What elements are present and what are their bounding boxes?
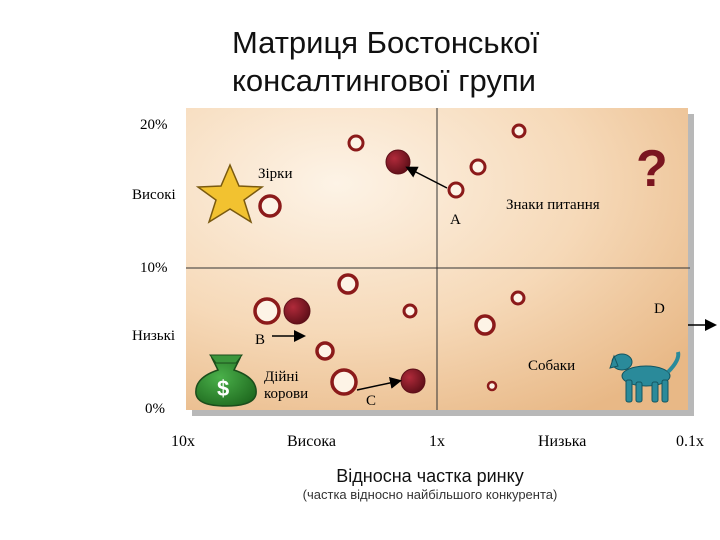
bubble-ring xyxy=(330,368,358,396)
y-zone-high: Високі xyxy=(132,187,176,203)
page-title: Матриця Бостонської консалтингової групи xyxy=(232,24,652,100)
bubble-ring xyxy=(347,134,365,152)
bubble-filled xyxy=(283,297,311,325)
bubble-ring xyxy=(337,273,359,295)
bubble-filled xyxy=(385,149,411,175)
dog-icon xyxy=(609,351,681,403)
x-axis-sublabel: (частка відносно найбільшого конкурента) xyxy=(302,487,558,502)
bubble-ring xyxy=(469,158,487,176)
arrow-c xyxy=(356,377,402,391)
y-tick-10: 10% xyxy=(140,260,168,276)
label-dogs: Собаки xyxy=(528,358,575,374)
arrow-a xyxy=(405,166,448,189)
y-zone-low: Низькі xyxy=(132,328,175,344)
label-question-marks: Знаки питання xyxy=(506,197,600,213)
label-cash-cows-1: Дійні xyxy=(264,369,299,385)
bubble-ring xyxy=(474,314,496,336)
x-tick-1x: 1x xyxy=(429,433,445,450)
bubble-ring xyxy=(510,290,526,306)
bubble-ring xyxy=(402,303,418,319)
x-axis-label: Відносна частка ринку xyxy=(336,466,524,486)
star-icon xyxy=(195,163,265,224)
title-line-1: Матриця Бостонської xyxy=(232,25,540,60)
y-tick-0: 0% xyxy=(145,401,165,417)
bubble-ring xyxy=(258,194,282,218)
label-cash-cows-2: корови xyxy=(264,386,308,402)
bubble-ring xyxy=(253,297,281,325)
annotation-b: B xyxy=(255,332,265,348)
x-tick-high: Висока xyxy=(287,433,336,450)
annotation-d: D xyxy=(654,301,665,317)
y-tick-20: 20% xyxy=(140,117,168,133)
bubble-ring xyxy=(486,380,498,392)
annotation-c: C xyxy=(366,393,376,409)
annotation-a: A xyxy=(450,212,461,228)
bubble-ring xyxy=(447,181,465,199)
question-mark-icon: ? xyxy=(636,140,668,198)
bubble-filled xyxy=(400,368,426,394)
x-tick-low: Низька xyxy=(538,433,586,450)
x-tick-10x: 10x xyxy=(171,433,195,450)
money-bag-icon: $ xyxy=(195,354,257,407)
title-line-2: консалтингової групи xyxy=(232,63,536,98)
label-stars: Зірки xyxy=(258,166,293,182)
x-tick-0-1x: 0.1x xyxy=(676,433,704,450)
bubble-ring xyxy=(511,123,527,139)
bubble-ring xyxy=(315,341,335,361)
dollar-sign: $ xyxy=(217,376,229,401)
